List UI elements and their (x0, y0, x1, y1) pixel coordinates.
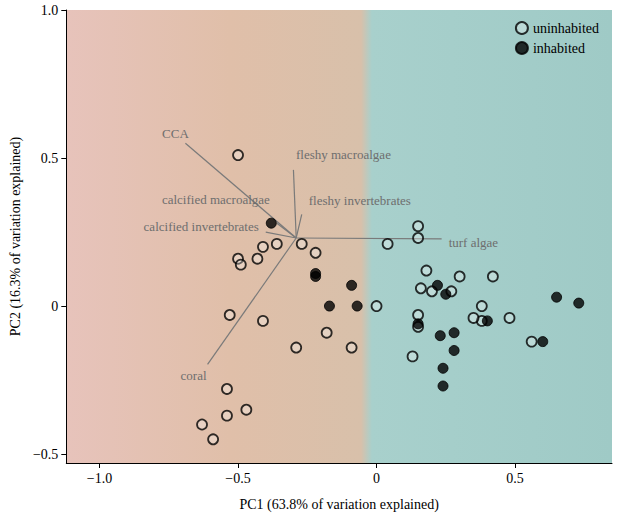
svg-text:calcified invertebrates: calcified invertebrates (144, 219, 259, 234)
svg-text:PC1 (63.8% of variation explai: PC1 (63.8% of variation explained) (239, 497, 439, 513)
svg-text:turf algae: turf algae (449, 235, 499, 250)
svg-text:0: 0 (51, 299, 58, 314)
svg-text:fleshy macroalgae: fleshy macroalgae (296, 147, 391, 162)
svg-text:−1.0: −1.0 (87, 471, 112, 486)
svg-text:−0.5: −0.5 (225, 471, 250, 486)
svg-text:PC2 (16.3% of variation explai: PC2 (16.3% of variation explained) (8, 136, 24, 336)
svg-text:CCA: CCA (162, 126, 189, 141)
svg-text:0: 0 (373, 471, 380, 486)
svg-text:uninhabited: uninhabited (533, 21, 599, 36)
svg-text:calcified macroalgae: calcified macroalgae (162, 192, 270, 207)
svg-text:0.5: 0.5 (41, 151, 59, 166)
svg-text:inhabited: inhabited (533, 41, 585, 56)
svg-text:1.0: 1.0 (41, 3, 59, 18)
svg-text:0.5: 0.5 (506, 471, 524, 486)
svg-text:fleshy invertebrates: fleshy invertebrates (309, 193, 411, 208)
svg-text:−0.5: −0.5 (33, 447, 58, 462)
svg-text:coral: coral (181, 368, 207, 383)
